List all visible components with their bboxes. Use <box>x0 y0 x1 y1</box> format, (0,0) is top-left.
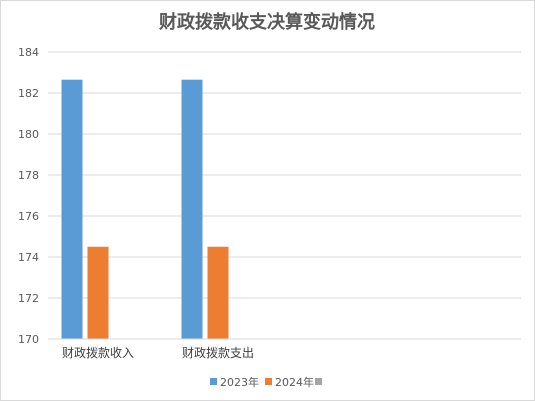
y-tick-label: 174 <box>18 251 39 264</box>
bar <box>207 246 229 339</box>
y-tick-label: 182 <box>18 87 39 100</box>
legend-swatch <box>210 378 217 385</box>
x-category-label: 财政拨款支出 <box>182 346 254 360</box>
legend: 2023年 2024年 <box>210 375 322 389</box>
y-tick-label: 184 <box>18 46 39 59</box>
y-tick-label: 176 <box>18 210 39 223</box>
y-tick-label: 178 <box>18 169 39 182</box>
chart-title: 财政拨款收支决算变动情况 <box>159 11 375 33</box>
legend-label: 2023年 <box>220 375 259 389</box>
gridlines <box>48 51 521 340</box>
legend-swatch <box>315 378 322 385</box>
y-tick-label: 170 <box>18 333 39 346</box>
bar <box>87 246 109 339</box>
bar <box>61 79 83 340</box>
y-axis: 170 172 174 176 178 180 182 184 <box>18 46 39 346</box>
y-tick-label: 180 <box>18 128 39 141</box>
plot-bars <box>61 79 229 340</box>
legend-label: 2024年 <box>275 375 314 389</box>
x-axis: 财政拨款收入 财政拨款支出 <box>48 338 521 360</box>
y-tick-label: 172 <box>18 292 39 305</box>
legend-swatch <box>265 378 272 385</box>
bar <box>181 79 203 340</box>
x-category-label: 财政拨款收入 <box>62 346 134 360</box>
